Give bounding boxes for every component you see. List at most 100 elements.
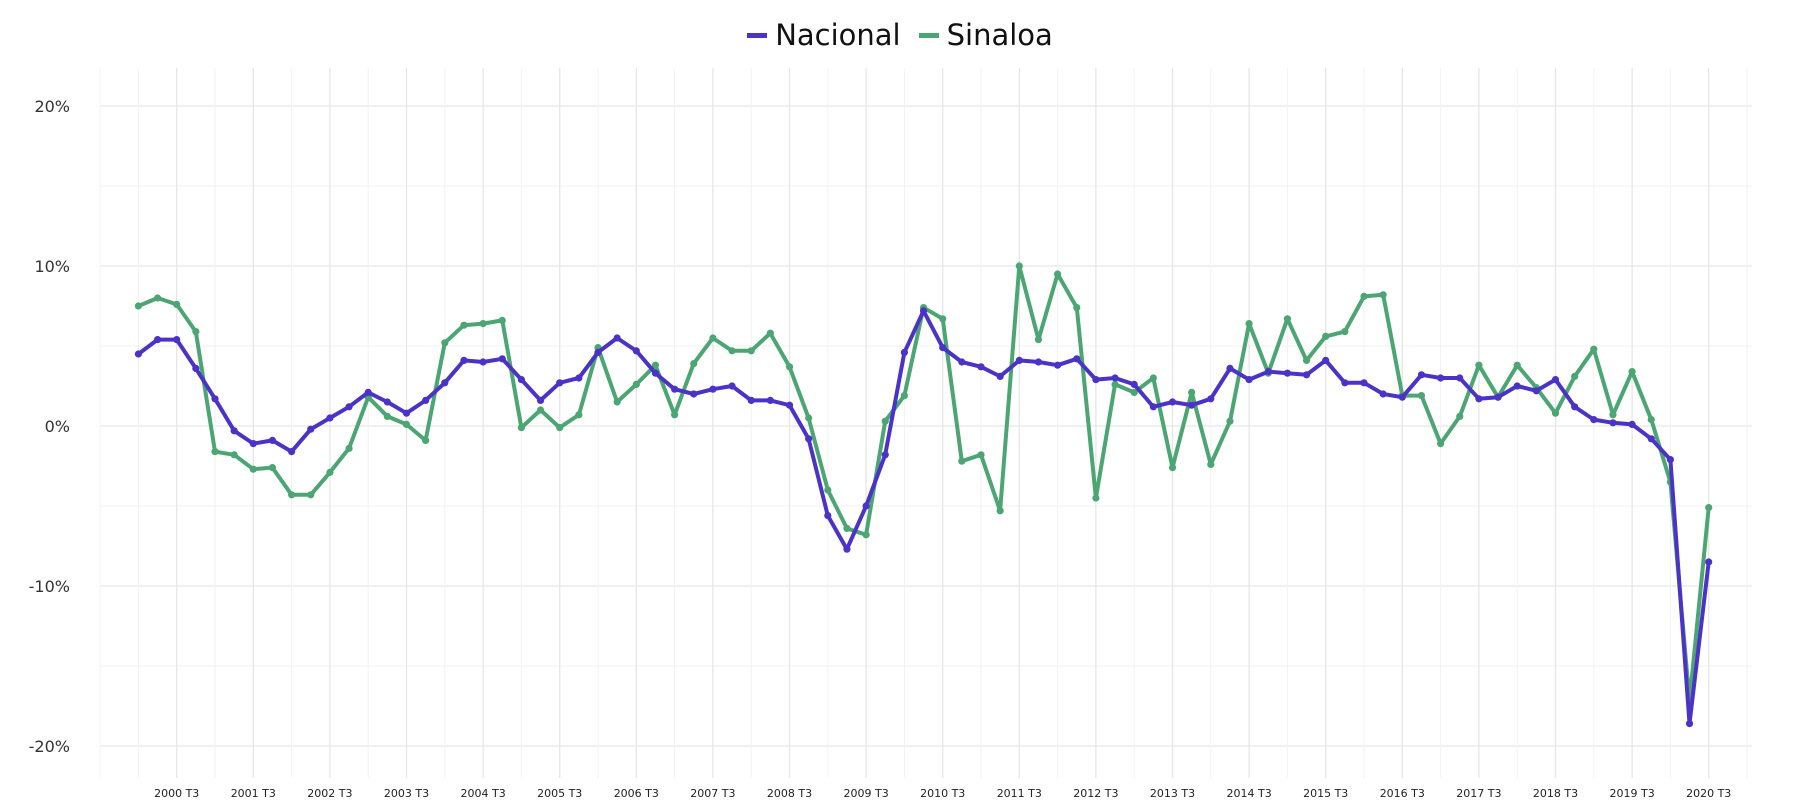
data-point <box>939 344 947 352</box>
y-axis: 20% 10% 0% -10% -20% <box>29 97 70 756</box>
data-point <box>671 411 679 419</box>
x-tick-label: 2019 T3 <box>1609 787 1654 800</box>
data-point <box>153 294 162 302</box>
data-point <box>805 435 813 443</box>
legend-key-sinaloa <box>918 32 939 38</box>
data-point <box>1551 376 1560 384</box>
x-tick-label: 2004 T3 <box>460 787 505 800</box>
data-point <box>747 347 755 355</box>
data-point <box>288 491 296 499</box>
data-point <box>1073 355 1081 363</box>
data-point <box>402 409 411 417</box>
data-point <box>1609 419 1617 427</box>
data-point <box>1149 374 1157 382</box>
data-point <box>345 403 353 411</box>
data-point <box>728 347 736 355</box>
data-point <box>575 374 583 382</box>
x-tick-label: 2013 T3 <box>1150 787 1195 800</box>
data-point <box>1647 435 1655 443</box>
x-tick-label: 2012 T3 <box>1073 787 1118 800</box>
data-point <box>651 361 660 369</box>
legend-item-sinaloa[interactable]: Sinaloa <box>918 18 1053 52</box>
data-point <box>613 334 621 342</box>
series-sinaloa <box>134 262 1713 705</box>
x-tick-label: 2008 T3 <box>767 787 812 800</box>
data-point <box>824 511 832 520</box>
data-point <box>479 320 487 328</box>
data-point <box>996 372 1004 380</box>
data-point <box>1302 371 1311 379</box>
x-tick-label: 2002 T3 <box>307 787 352 800</box>
data-point <box>1417 392 1426 400</box>
data-point <box>1283 315 1291 323</box>
x-tick-label: 2007 T3 <box>690 787 735 800</box>
data-point <box>1245 376 1253 384</box>
data-point <box>288 448 296 456</box>
data-point <box>671 385 679 393</box>
data-point <box>1322 332 1330 340</box>
data-point <box>1571 372 1579 380</box>
legend-label-nacional: Nacional <box>775 18 901 52</box>
data-point <box>1111 374 1119 382</box>
data-point <box>1226 417 1234 425</box>
data-point <box>211 448 219 456</box>
data-point <box>249 440 257 448</box>
x-tick-label: 2006 T3 <box>614 787 659 800</box>
data-point <box>307 425 315 433</box>
data-point <box>939 315 947 323</box>
data-point <box>1437 374 1445 382</box>
data-point <box>1341 379 1349 387</box>
data-point <box>1015 356 1023 364</box>
data-point <box>1475 395 1483 403</box>
y-tick-label: -20% <box>29 737 70 756</box>
data-point <box>824 486 832 494</box>
data-point <box>613 398 621 406</box>
data-point <box>1685 720 1694 728</box>
data-point <box>1302 356 1311 364</box>
data-point <box>1705 504 1713 512</box>
data-point <box>536 396 545 404</box>
x-tick-label: 2020 T3 <box>1686 787 1731 800</box>
data-point <box>766 329 774 337</box>
data-point <box>977 451 985 459</box>
data-point <box>1571 403 1579 411</box>
data-point <box>402 420 411 428</box>
data-point <box>383 398 391 406</box>
data-point <box>1513 382 1521 390</box>
data-point <box>805 414 813 422</box>
data-point <box>498 316 506 324</box>
data-point <box>1092 376 1100 384</box>
y-tick-label: 0% <box>45 417 70 436</box>
data-point <box>517 376 526 384</box>
data-point <box>192 364 200 372</box>
data-point <box>919 307 928 315</box>
series-nacional <box>134 307 1713 728</box>
data-point <box>383 412 391 420</box>
data-point <box>1513 361 1521 369</box>
data-point <box>881 451 889 459</box>
data-point <box>1532 387 1540 395</box>
data-point <box>862 531 870 539</box>
data-point <box>173 336 181 344</box>
data-point <box>1245 320 1253 328</box>
x-tick-label: 2005 T3 <box>537 787 582 800</box>
data-point <box>1149 403 1157 411</box>
data-point <box>843 524 851 533</box>
data-point <box>690 390 698 398</box>
data-point <box>1034 336 1043 344</box>
data-point <box>1475 361 1483 369</box>
data-point <box>268 464 277 472</box>
data-point <box>230 427 238 435</box>
data-point <box>1609 411 1617 419</box>
x-tick-label: 2017 T3 <box>1456 787 1501 800</box>
legend-item-nacional[interactable]: Nacional <box>747 18 901 52</box>
legend: Nacional Sinaloa <box>0 18 1800 52</box>
data-point <box>1111 380 1119 388</box>
data-point <box>1264 368 1272 376</box>
data-point <box>1360 292 1368 300</box>
data-point <box>1437 440 1445 448</box>
data-point <box>881 417 889 425</box>
data-point <box>1226 364 1234 372</box>
data-point <box>709 385 717 393</box>
data-point <box>1188 401 1196 409</box>
